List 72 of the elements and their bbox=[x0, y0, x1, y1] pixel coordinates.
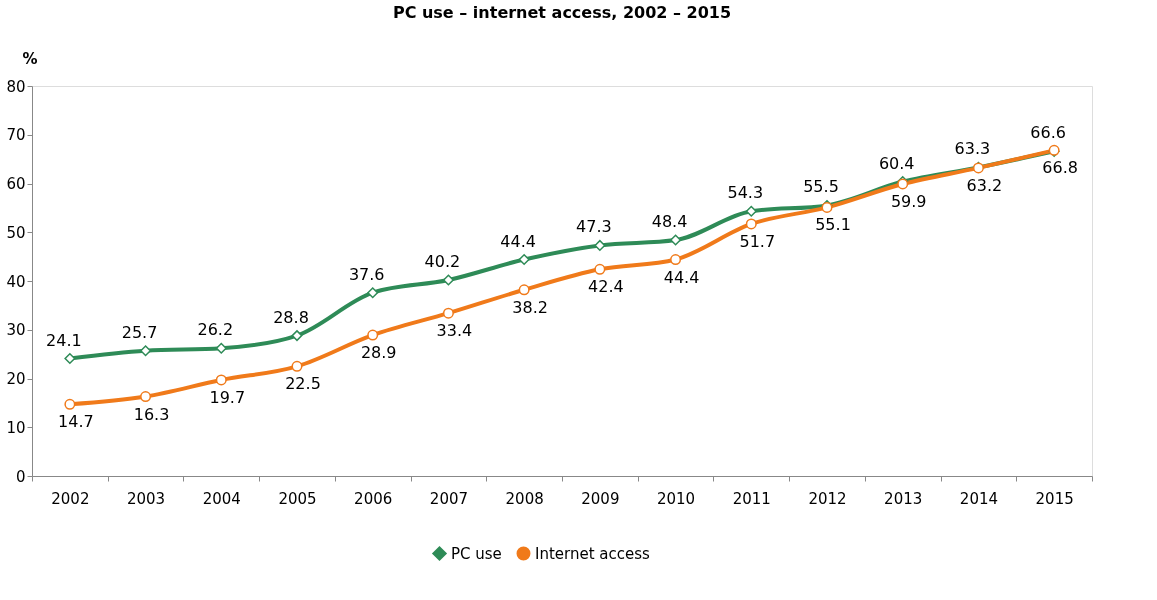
point bbox=[367, 287, 379, 299]
point bbox=[518, 284, 530, 296]
data-label: 28.8 bbox=[273, 307, 309, 327]
y-tick-label: 60 bbox=[6, 175, 26, 193]
point bbox=[745, 218, 757, 230]
x-tick-label: 2009 bbox=[581, 489, 620, 508]
point bbox=[442, 274, 454, 286]
data-label: 16.3 bbox=[133, 404, 170, 424]
data-label: 55.1 bbox=[815, 215, 851, 235]
x-tick-label: 2006 bbox=[354, 489, 393, 508]
y-tick-label: 10 bbox=[6, 418, 26, 437]
x-tick-label: 2002 bbox=[51, 489, 90, 508]
point bbox=[670, 234, 682, 246]
data-label: 63.3 bbox=[954, 139, 991, 159]
legend-label: Internet access bbox=[535, 544, 651, 563]
x-tick-label: 2010 bbox=[656, 489, 696, 508]
x-tick-label: 2008 bbox=[505, 489, 544, 508]
data-label: 24.1 bbox=[46, 330, 82, 350]
point bbox=[745, 205, 757, 217]
x-tick-label: 2012 bbox=[808, 489, 847, 508]
point bbox=[518, 254, 530, 266]
x-tick-label: 2004 bbox=[202, 489, 241, 508]
data-label: 59.9 bbox=[890, 191, 927, 211]
point bbox=[442, 307, 454, 319]
data-label: 54.3 bbox=[727, 183, 764, 203]
y-tick-label: 70 bbox=[6, 126, 26, 145]
y-tick-label: 30 bbox=[6, 321, 26, 340]
point bbox=[670, 254, 682, 266]
x-tick-label: 2011 bbox=[732, 489, 771, 508]
y-axis-title: % bbox=[22, 49, 38, 68]
data-label: 44.4 bbox=[500, 231, 536, 251]
legend-label: PC use bbox=[451, 544, 502, 563]
data-label: 37.6 bbox=[348, 264, 385, 284]
point bbox=[367, 329, 379, 341]
x-tick-label: 2003 bbox=[126, 489, 166, 508]
data-label: 42.4 bbox=[588, 277, 624, 297]
data-label: 40.2 bbox=[424, 252, 461, 272]
y-tick-label: 80 bbox=[6, 77, 26, 96]
data-label: 25.7 bbox=[121, 322, 158, 342]
data-label: 51.7 bbox=[739, 231, 776, 251]
point bbox=[140, 391, 152, 403]
data-label: 26.2 bbox=[197, 320, 234, 340]
data-label: 47.3 bbox=[576, 217, 612, 237]
x-tick-label: 2014 bbox=[959, 489, 999, 508]
y-tick-label: 50 bbox=[6, 223, 26, 242]
y-tick-label: 20 bbox=[6, 370, 26, 388]
data-label: 19.7 bbox=[209, 387, 246, 407]
data-label: 55.5 bbox=[803, 177, 839, 197]
y-tick-label: 40 bbox=[6, 272, 26, 291]
data-label: 38.2 bbox=[512, 297, 548, 317]
y-tick-label: 0 bbox=[15, 467, 26, 486]
x-tick-label: 2005 bbox=[278, 489, 317, 508]
data-label: 63.2 bbox=[966, 175, 1003, 195]
x-tick-label: 2007 bbox=[429, 489, 469, 508]
x-tick-label: 2015 bbox=[1035, 489, 1074, 508]
point bbox=[594, 263, 606, 275]
data-label: 22.5 bbox=[285, 374, 321, 394]
data-label: 48.4 bbox=[651, 212, 688, 232]
point bbox=[291, 330, 303, 342]
point bbox=[291, 360, 303, 372]
data-label: 66.8 bbox=[1042, 158, 1078, 178]
data-label: 66.6 bbox=[1030, 123, 1066, 143]
point bbox=[64, 398, 76, 410]
data-label: 14.7 bbox=[58, 412, 94, 432]
data-label: 44.4 bbox=[663, 267, 700, 287]
point bbox=[215, 374, 227, 386]
x-tick-label: 2013 bbox=[884, 489, 923, 508]
data-label: 60.4 bbox=[878, 153, 915, 173]
chart-title: PC use – internet access, 2002 – 2015 bbox=[392, 3, 732, 22]
point bbox=[64, 353, 76, 365]
data-label: 33.4 bbox=[436, 321, 473, 341]
data-label: 28.9 bbox=[360, 343, 397, 363]
